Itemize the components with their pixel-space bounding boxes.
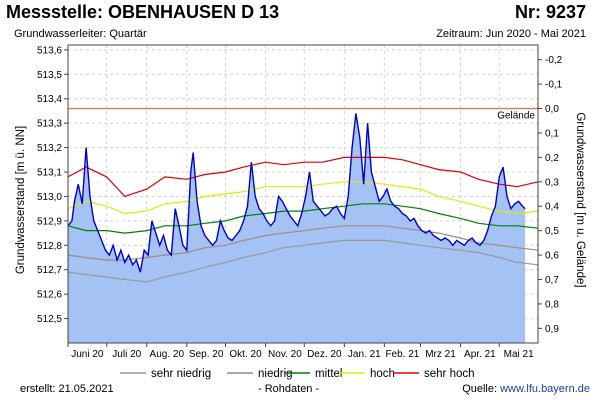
raw-data-note: - Rohdaten - — [258, 383, 320, 395]
plot-frame — [67, 44, 539, 344]
x-tick-label: Feb. 21 — [385, 349, 419, 360]
x-tick-label: Aug. 20 — [150, 349, 185, 360]
x-tick-label: Apr. 21 — [464, 349, 496, 360]
ref-line-niedrig — [67, 225, 539, 261]
y-tick-label: 512,8 — [37, 241, 62, 252]
ref-line-mittel — [67, 203, 539, 234]
station-number: Nr: 9237 — [514, 2, 586, 22]
y-tick-label: 513,2 — [37, 143, 62, 154]
ref-line-sehr-hoch — [67, 156, 539, 198]
legend-label: mittel — [315, 368, 342, 380]
legend-label: hoch — [370, 368, 395, 380]
y2-tick-label: 0,5 — [545, 226, 559, 237]
station-title: Messstelle: OBENHAUSEN D 13 — [6, 2, 280, 22]
y2-axis-label: Grundwasserstand [m u. Gelände] — [574, 112, 586, 287]
y2-tick-label: -0,1 — [545, 80, 563, 91]
x-tick-label: Jan. 21 — [348, 349, 381, 360]
ref-line-sehr-niedrig — [67, 239, 539, 283]
created-date: erstellt: 21.05.2021 — [20, 383, 114, 395]
x-tick-label: Dez. 20 — [307, 349, 342, 360]
y-tick-label: 513,3 — [37, 119, 62, 130]
y-tick-label: 513,6 — [37, 45, 62, 56]
y-tick-label: 512,7 — [37, 265, 62, 276]
y2-tick-label: 0,4 — [545, 202, 559, 213]
y2-tick-label: 0,6 — [545, 251, 559, 262]
y2-axis-ticks: -0,2 -0,1 0,0 0,1 0,2 0,3 0,4 0,5 0,6 0,7 0,8 0,9 — [538, 55, 563, 335]
y-tick-label: 512,6 — [37, 290, 62, 301]
legend: sehr niedrig niedrig mittel hoch sehr hoch — [120, 368, 475, 380]
y-tick-label: 513,1 — [37, 168, 62, 179]
y-axis-ticks: 513,6 513,5 513,4 513,3 513,2 513,1 513,0 512,9… — [37, 45, 68, 325]
y2-tick-label: -0,2 — [545, 55, 563, 66]
measured-fill-area — [68, 113, 526, 344]
y2-tick-label: 0,3 — [545, 177, 559, 188]
x-tick-label: Mai 21 — [504, 349, 534, 360]
measured-series-line — [67, 113, 526, 273]
y2-tick-label: 0,0 — [545, 104, 559, 115]
ref-line-hoch — [67, 181, 539, 215]
y-tick-label: 512,5 — [37, 314, 62, 325]
x-tick-label: Juli 20 — [112, 349, 141, 360]
aquifer-label: Grundwasserleiter: Quartär — [14, 28, 147, 40]
x-tick-label: Mrz 21 — [425, 349, 456, 360]
x-tick-label: Juni 20 — [71, 349, 104, 360]
legend-label: sehr hoch — [424, 368, 475, 380]
y2-tick-label: 0,7 — [545, 275, 559, 286]
x-tick-label: Nov. 20 — [268, 349, 302, 360]
y2-tick-label: 0,8 — [545, 299, 559, 310]
x-tick-label: Sep. 20 — [189, 349, 224, 360]
period-label: Zeitraum: Jun 2020 - Mai 2021 — [436, 28, 586, 40]
y-tick-label: 513,5 — [37, 70, 62, 81]
y2-tick-label: 0,1 — [545, 128, 559, 139]
gelaende-label: Gelände — [497, 111, 535, 122]
y2-tick-label: 0,9 — [545, 324, 559, 335]
source-prefix: Quelle: — [462, 383, 501, 395]
y-tick-label: 512,9 — [37, 216, 62, 227]
source-link[interactable]: www.lfu.bayern.de — [500, 383, 590, 395]
x-tick-label: Okt. 20 — [229, 349, 262, 360]
y-axis-label: Grundwasserstand [m ü. NN] — [15, 126, 27, 274]
reference-lines — [67, 156, 539, 283]
y-tick-label: 513,0 — [37, 192, 62, 203]
legend-label: sehr niedrig — [151, 368, 211, 380]
y2-tick-label: 0,2 — [545, 153, 559, 164]
y-tick-label: 513,4 — [37, 94, 62, 105]
source-note: Quelle: www.lfu.bayern.de — [462, 383, 590, 395]
legend-label: niedrig — [258, 368, 293, 380]
x-axis-ticks: Juni 20 Juli 20 Aug. 20 Sep. 20 Okt. 20 Nov. … — [67, 343, 534, 360]
